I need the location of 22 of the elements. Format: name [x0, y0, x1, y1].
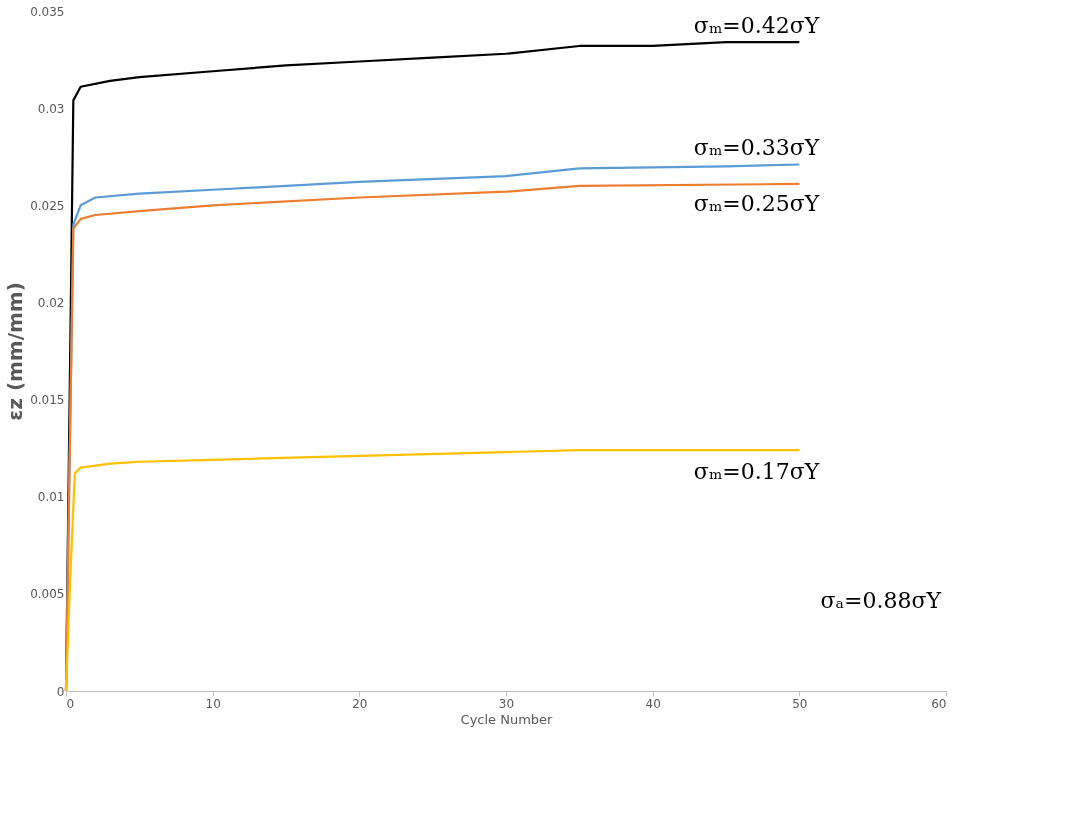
- y-tick-label: 0.035: [30, 4, 65, 19]
- series-label: σₘ=0.42σY: [693, 13, 820, 39]
- annotation: σₐ=0.88σY: [820, 588, 942, 613]
- x-tick-label: 50: [792, 696, 808, 711]
- y-tick-label: 0.005: [30, 587, 65, 602]
- x-tick-label: 40: [645, 696, 661, 711]
- x-tick-label: 10: [205, 696, 221, 711]
- y-tick-label: 0.02: [37, 295, 65, 310]
- y-axis-title: εz (mm/mm): [3, 282, 28, 421]
- series-label: σₘ=0.33σY: [693, 135, 820, 161]
- y-tick-label: 0.025: [30, 198, 65, 213]
- y-tick-label: 0.03: [37, 101, 65, 116]
- y-tick-label: 0.015: [30, 393, 65, 408]
- x-tick-label: 20: [352, 696, 368, 711]
- series-label: σₘ=0.17σY: [693, 459, 820, 485]
- x-axis-title: Cycle Number: [460, 711, 554, 727]
- y-tick-label: 0: [56, 684, 65, 699]
- series-label: σₘ=0.25σY: [693, 190, 820, 216]
- x-tick-label: 30: [498, 696, 515, 711]
- x-tick-label: 0: [66, 696, 75, 711]
- x-tick-label: 60: [931, 696, 947, 711]
- y-tick-label: 0.01: [37, 490, 65, 505]
